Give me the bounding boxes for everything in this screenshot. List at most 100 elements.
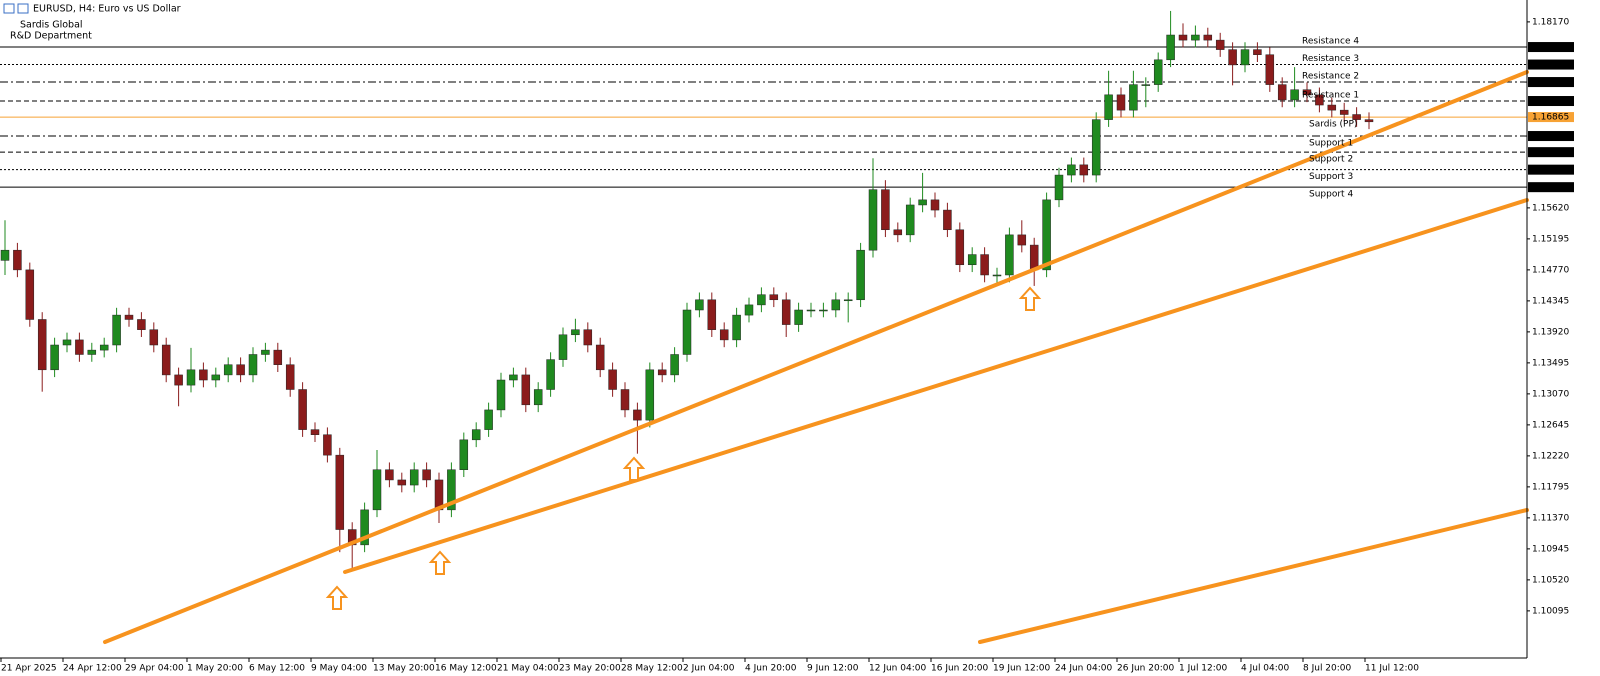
y-tick-label: 1.15620 xyxy=(1532,203,1569,213)
candle-body xyxy=(1166,34,1175,61)
candle-body xyxy=(645,369,655,421)
level-price-box xyxy=(1528,77,1574,88)
plot-area xyxy=(0,10,1527,571)
candle-body xyxy=(0,249,10,261)
level-price-label: 1.17345 xyxy=(1532,78,1569,88)
y-tick-label: 1.18170 xyxy=(1532,17,1569,27)
y-tick-label: 1.12220 xyxy=(1532,451,1569,461)
candle-body xyxy=(546,359,555,390)
up-arrow xyxy=(325,585,349,610)
candle-body xyxy=(608,369,617,390)
candle-body xyxy=(1253,49,1262,55)
candle-body xyxy=(819,309,828,312)
y-tick-label: 1.15195 xyxy=(1532,234,1569,244)
candle-body xyxy=(633,409,642,421)
trend-line xyxy=(343,198,1529,574)
header: EURUSD, H4: Euro vs US Dollar Sardis Glo… xyxy=(3,3,181,42)
x-tick-label: 11 Jul 12:00 xyxy=(1365,664,1419,674)
y-tick-label: 1.10945 xyxy=(1532,544,1569,554)
candle-body xyxy=(558,334,568,360)
candle-body xyxy=(583,329,593,346)
candle-body xyxy=(757,294,766,306)
candle-body xyxy=(955,229,965,266)
x-tick-label: 13 May 20:00 xyxy=(373,664,435,674)
candle-body xyxy=(75,339,84,355)
x-tick-label: 2 Jun 04:00 xyxy=(683,664,735,674)
x-tick-label: 1 May 20:00 xyxy=(187,664,243,674)
candle-body xyxy=(1352,114,1361,120)
x-tick-label: 26 Jun 20:00 xyxy=(1117,664,1174,674)
candle-body xyxy=(1203,34,1213,41)
candle-body xyxy=(422,469,431,481)
x-tick-label: 1 Jul 12:00 xyxy=(1179,664,1228,674)
candle-body xyxy=(1153,59,1163,85)
candle-body xyxy=(670,354,679,376)
candle-body xyxy=(149,329,159,346)
candle-body xyxy=(1277,84,1287,101)
x-tick-label: 12 Jun 04:00 xyxy=(869,664,926,674)
y-tick-label: 1.14345 xyxy=(1532,296,1569,306)
up-arrow xyxy=(428,550,452,575)
level-price-label: 1.16384 xyxy=(1532,148,1569,158)
candle-body xyxy=(1215,39,1225,50)
level-label: Support 3 xyxy=(1309,172,1353,182)
candle-body xyxy=(447,469,456,511)
y-tick-label: 1.11795 xyxy=(1532,482,1569,492)
candle-body xyxy=(261,349,270,355)
level-price-box xyxy=(1528,147,1574,158)
x-tick-label: 21 Apr 2025 xyxy=(1,664,57,674)
level-price-label: 1.17085 xyxy=(1532,97,1569,107)
candle-body xyxy=(1079,164,1089,176)
candle-body xyxy=(967,254,977,266)
x-tick-label: 24 Apr 12:00 xyxy=(63,664,122,674)
level-price-box xyxy=(1528,42,1574,53)
candle-body xyxy=(1178,34,1188,41)
candle-body xyxy=(571,329,580,336)
candle-body xyxy=(843,299,853,302)
candle-body xyxy=(37,319,47,371)
x-tick-label: 4 Jun 20:00 xyxy=(745,664,797,674)
candle-body xyxy=(310,429,320,435)
level-price-label: 1.17825 xyxy=(1532,43,1569,53)
x-tick-label: 21 May 04:00 xyxy=(497,664,559,674)
candle-body xyxy=(50,344,59,371)
candle-body xyxy=(335,454,345,530)
candle-body xyxy=(868,189,878,251)
candle-body xyxy=(409,469,419,486)
x-tick-label: 9 Jun 12:00 xyxy=(807,664,859,674)
candle-body xyxy=(496,379,506,411)
candle-body xyxy=(236,364,245,376)
candle-body xyxy=(99,344,109,351)
candle-body xyxy=(1129,84,1138,111)
icon xyxy=(3,3,15,14)
candle-body xyxy=(856,249,865,301)
candle-body xyxy=(1327,104,1337,111)
y-tick-label: 1.12645 xyxy=(1532,420,1569,430)
candle-body xyxy=(459,439,469,470)
candle-body xyxy=(769,294,779,301)
candle-body xyxy=(1029,244,1039,271)
level-price-label: 1.16865 xyxy=(1532,113,1569,123)
level-price-box xyxy=(1528,112,1574,123)
department: R&D Department xyxy=(10,31,92,42)
candle-body xyxy=(112,314,121,346)
x-tick-label: 16 May 12:00 xyxy=(435,664,497,674)
up-arrow xyxy=(1018,286,1042,311)
level-price-box xyxy=(1528,131,1574,142)
x-tick-label: 28 May 12:00 xyxy=(621,664,683,674)
chart-title: EURUSD, H4: Euro vs US Dollar xyxy=(33,4,181,15)
candle-body xyxy=(1240,49,1250,66)
candle-body xyxy=(87,349,97,355)
candle-body xyxy=(360,509,369,546)
brand: Sardis Global xyxy=(20,20,83,31)
candle-body xyxy=(905,204,915,236)
candle-body xyxy=(794,309,803,325)
trend-lines xyxy=(103,70,1529,644)
candle-body xyxy=(930,199,940,211)
level-label: Resistance 4 xyxy=(1302,37,1359,47)
candle-body xyxy=(161,344,171,376)
candle-body xyxy=(248,354,258,376)
candle-body xyxy=(186,369,196,386)
candle-body xyxy=(521,374,531,406)
